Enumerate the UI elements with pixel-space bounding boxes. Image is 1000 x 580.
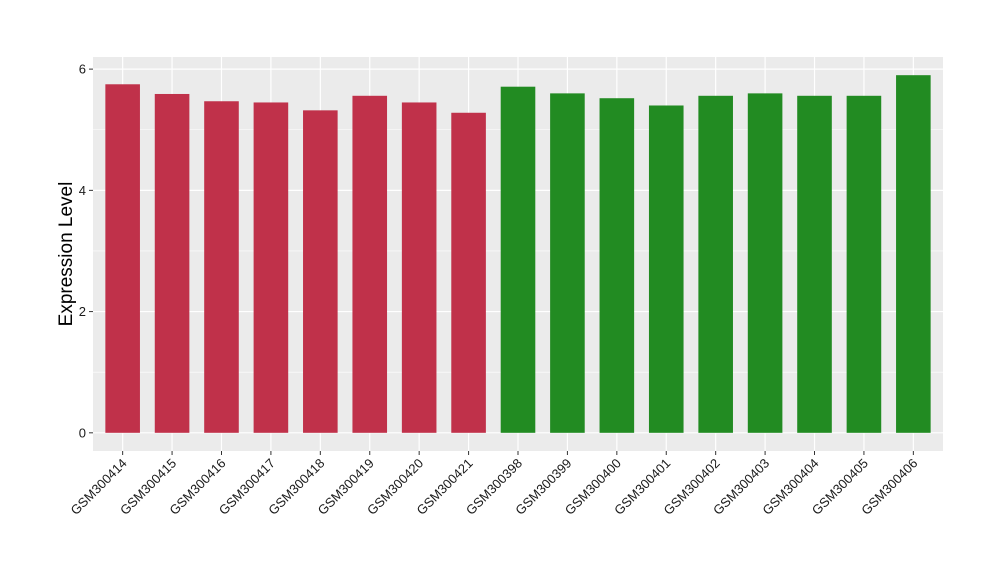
bar-GSM300414 xyxy=(105,84,140,433)
x-axis: GSM300414GSM300415GSM300416GSM300417GSM3… xyxy=(68,451,920,518)
bar-GSM300404 xyxy=(797,95,832,433)
y-axis-title: Expression Level xyxy=(56,182,77,327)
bar-GSM300398 xyxy=(500,86,536,433)
bar-GSM300399 xyxy=(550,93,585,433)
bar-GSM300420 xyxy=(401,102,437,433)
bar-GSM300417 xyxy=(253,102,289,433)
bars xyxy=(105,75,931,433)
bar-GSM300405 xyxy=(846,95,882,433)
bar-GSM300415 xyxy=(154,93,190,433)
bar-GSM300421 xyxy=(451,112,486,433)
bar-GSM300401 xyxy=(648,105,684,433)
bar-GSM300406 xyxy=(896,75,931,433)
y-tick-label: 0 xyxy=(79,425,86,440)
y-tick-label: 6 xyxy=(79,62,86,77)
bar-GSM300418 xyxy=(303,110,338,433)
bar-GSM300403 xyxy=(747,93,783,433)
bar-GSM300402 xyxy=(698,95,733,433)
bar-GSM300400 xyxy=(599,98,635,433)
y-axis: 0 2 4 6 xyxy=(79,62,93,440)
y-tick-label: 2 xyxy=(79,304,86,319)
y-tick-label: 4 xyxy=(79,183,86,198)
bar-GSM300419 xyxy=(352,95,388,433)
bar-GSM300416 xyxy=(204,101,239,433)
